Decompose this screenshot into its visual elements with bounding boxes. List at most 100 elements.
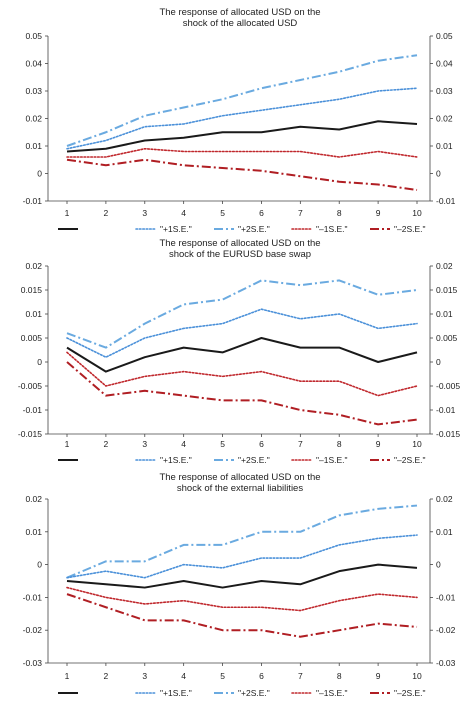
x-tick-label: 9 [376,439,381,449]
y-tick-label-left: 0 [37,169,42,179]
x-tick-label: 8 [337,208,342,218]
series-line-dashdot [66,361,418,426]
y-tick-label-left: 0.015 [21,285,43,295]
y-tick-label-left: -0.01 [23,196,43,206]
x-tick-label: 7 [298,671,303,681]
y-tick-label-left: 0.01 [25,309,42,319]
x-tick-label: 9 [376,208,381,218]
y-tick-label-right: 0.005 [436,333,458,343]
y-tick-label-left: -0.005 [18,381,42,391]
x-tick-label: 1 [65,439,70,449]
x-tick-label: 5 [220,208,225,218]
y-tick-label-left: 0.03 [25,86,42,96]
legend-label: "–1S.E." [316,224,348,234]
series-line-dashdot [66,279,418,349]
x-tick-label: 2 [104,439,109,449]
x-tick-label: 2 [104,671,109,681]
x-tick-label: 10 [412,439,422,449]
x-tick-label: 3 [142,439,147,449]
series-line-estimate [66,563,418,589]
legend-label: "–1S.E." [316,455,348,465]
x-tick-label: 3 [142,671,147,681]
y-tick-label-left: 0.02 [25,494,42,504]
legend-label: "+2S.E." [238,224,270,234]
y-tick-label-right: 0.02 [436,494,453,504]
y-tick-label-left: 0.05 [25,31,42,41]
x-tick-label: 1 [65,671,70,681]
legend-label: "–1S.E." [316,688,348,698]
x-tick-label: 5 [220,439,225,449]
series-line-dotted [66,87,418,150]
y-tick-label-right: 0.015 [436,285,458,295]
x-tick-label: 6 [259,439,264,449]
y-tick-label-right: -0.01 [436,592,456,602]
y-tick-label-right: 0 [436,169,441,179]
series-line-dotted [66,351,418,397]
chart-title-line: The response of allocated USD on the [159,238,320,249]
x-tick-label: 6 [259,671,264,681]
x-tick-label: 4 [181,439,186,449]
x-tick-label: 7 [298,208,303,218]
y-tick-label-right: -0.005 [436,381,460,391]
y-tick-label-left: 0.02 [25,114,42,124]
y-tick-label-right: 0 [436,560,441,570]
legend-label: "–2S.E." [394,688,426,698]
y-tick-label-right: 0.01 [436,141,453,151]
series-line-dotted [66,147,418,158]
legend-label: "–2S.E." [394,224,426,234]
series-line-dashdot [66,54,418,147]
chart-title-line: shock of the external liabilities [177,483,303,494]
chart-panel-3: The response of allocated USD on theshoc… [0,470,474,712]
legend-label: "+1S.E." [160,455,192,465]
y-tick-label-left: -0.01 [23,592,43,602]
y-tick-label-left: 0.005 [21,333,43,343]
series-line-dotted [66,586,418,612]
y-tick-label-right: -0.02 [436,625,456,635]
chart-panel-1: The response of allocated USD on theshoc… [0,0,474,236]
x-tick-label: 6 [259,208,264,218]
x-tick-label: 4 [181,208,186,218]
chart-title-line: The response of allocated USD on the [159,472,320,483]
y-tick-label-left: 0.01 [25,527,42,537]
chart-title-line: shock of the allocated USD [183,18,298,29]
y-tick-label-right: 0.02 [436,114,453,124]
x-tick-label: 8 [337,671,342,681]
legend-label: "+1S.E." [160,688,192,698]
x-tick-label: 8 [337,439,342,449]
y-tick-label-right: 0.02 [436,261,453,271]
x-tick-label: 1 [65,208,70,218]
chart-panel-2: The response of allocated USD on theshoc… [0,236,474,470]
y-tick-label-left: -0.03 [23,658,43,668]
x-tick-label: 9 [376,671,381,681]
y-tick-label-left: -0.01 [23,405,43,415]
chart-title-line: shock of the EURUSD base swap [169,249,311,260]
legend-label: "+2S.E." [238,688,270,698]
x-tick-label: 3 [142,208,147,218]
x-tick-label: 4 [181,671,186,681]
legend-label: "+1S.E." [160,224,192,234]
x-tick-label: 2 [104,208,109,218]
y-tick-label-right: 0.03 [436,86,453,96]
series-line-dashdot [66,504,418,579]
x-tick-label: 7 [298,439,303,449]
series-line-dotted [66,308,418,359]
series-line-dashdot [66,158,418,191]
panel-background [0,236,474,470]
series-line-dotted [66,534,418,579]
x-tick-label: 5 [220,671,225,681]
y-tick-label-left: 0.01 [25,141,42,151]
x-tick-label: 10 [412,671,422,681]
y-tick-label-right: 0.04 [436,59,453,69]
panel-background [0,0,474,236]
y-tick-label-right: 0.01 [436,309,453,319]
chart-title-line: The response of allocated USD on the [159,7,320,18]
y-tick-label-left: 0 [37,357,42,367]
y-tick-label-right: -0.03 [436,658,456,668]
y-tick-label-left: 0.02 [25,261,42,271]
legend-label: "–2S.E." [394,455,426,465]
y-tick-label-left: 0.04 [25,59,42,69]
y-tick-label-right: 0.01 [436,527,453,537]
y-tick-label-right: 0 [436,357,441,367]
y-tick-label-right: -0.01 [436,196,456,206]
